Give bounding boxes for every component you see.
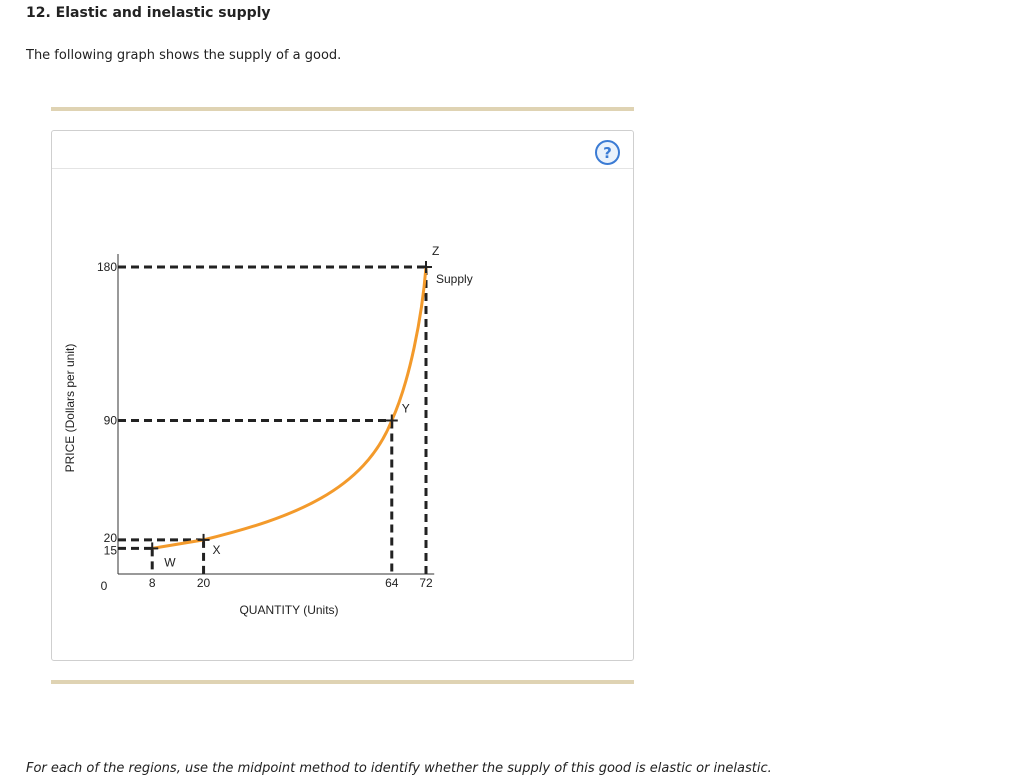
x-tick-label-8: 8 bbox=[149, 576, 156, 590]
x-axis-title: QUANTITY (Units) bbox=[239, 603, 338, 617]
panel-header-divider bbox=[52, 168, 633, 169]
x-tick-label-72: 72 bbox=[419, 576, 433, 590]
question-title: 12. Elastic and inelastic supply bbox=[26, 5, 271, 21]
help-button[interactable]: ? bbox=[595, 140, 620, 165]
y-tick-label-90: 90 bbox=[104, 414, 118, 428]
y-tick-label-20: 20 bbox=[104, 531, 118, 545]
y-tick-label-15: 15 bbox=[104, 543, 118, 557]
supply-curve bbox=[151, 266, 428, 550]
question-intro: The following graph shows the supply of … bbox=[26, 48, 342, 63]
top-divider bbox=[51, 107, 634, 111]
graph-panel: ? bbox=[51, 130, 634, 661]
bottom-divider bbox=[51, 680, 634, 684]
point-label-y: Y bbox=[402, 402, 410, 416]
instructions-text: For each of the regions, use the midpoin… bbox=[26, 761, 772, 776]
point-label-z: Z bbox=[432, 244, 439, 258]
y-axis-title: PRICE (Dollars per unit) bbox=[63, 344, 77, 473]
x-tick-label-20: 20 bbox=[197, 576, 211, 590]
point-label-w: W bbox=[164, 555, 176, 569]
point-label-x: X bbox=[213, 543, 221, 557]
x-tick-label-64: 64 bbox=[385, 576, 399, 590]
question-mark-icon: ? bbox=[603, 143, 612, 162]
origin-label: 0 bbox=[101, 579, 108, 593]
series-label-supply: Supply bbox=[436, 272, 473, 286]
y-tick-label-180: 180 bbox=[97, 260, 117, 274]
